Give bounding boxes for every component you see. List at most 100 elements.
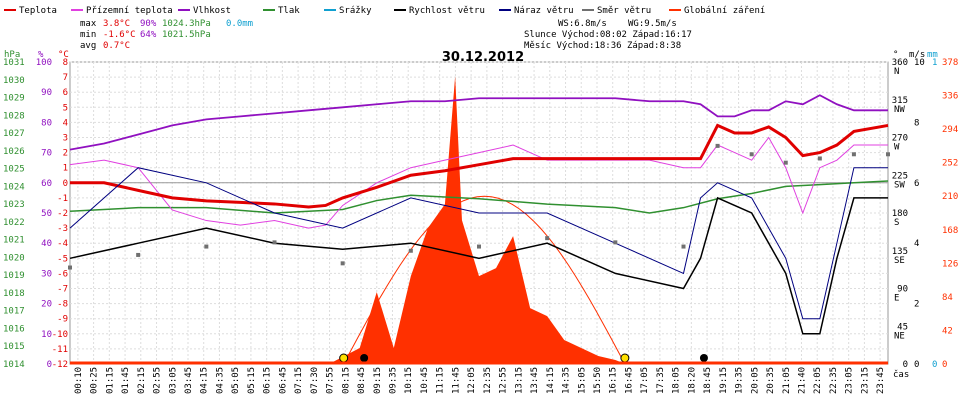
axis-ticks: 1031103010291028102710261025102410231022… [3,58,958,394]
info-ws: WS:6.8m/s [558,19,607,29]
wind-direction-point [136,252,141,257]
dir-letter-label: N [894,67,899,77]
info-sun: Slunce Východ:08:02 Západ:16:17 [524,30,692,40]
humidity-line [69,94,888,151]
hpa-tick-label: 1020 [3,253,25,263]
wind-direction-point [613,240,618,245]
x-tick-label: 10:45 [420,367,430,394]
x-tick-label: 09:15 [373,367,383,394]
rad-tick-label: 336 [942,92,958,102]
dir-letter-label: E [894,294,899,304]
x-tick-label: 08:15 [341,367,351,394]
pct-tick-label: 90 [41,88,52,98]
x-tick-label: 04:15 [200,367,210,394]
stats-block: max 3.8°C 90% 1024.3hPa 0.0mm min -1.6°C… [80,19,253,51]
temp-tick-label: 1 [63,164,68,174]
dir-letter-label: SE [894,256,905,266]
x-tick-label: 07:55 [326,367,336,394]
hpa-tick-label: 1025 [3,165,25,175]
x-tick-label: 06:15 [263,367,273,394]
dir-letter-label: NW [894,105,905,115]
pct-unit: % [38,50,44,60]
ws-unit: m/s [909,50,925,60]
ws-tick-label: 6 [914,179,919,189]
hpa-tick-label: 1019 [3,271,25,281]
stats-min-label: min [80,30,96,40]
radiation-max-curve [343,195,626,365]
wind-direction-point [817,156,822,161]
stats-max-temp: 3.8°C [103,19,130,29]
info-wg: WG:9.5m/s [628,19,677,29]
wind-direction-point [68,265,72,270]
x-tick-label: 07:15 [294,367,304,394]
x-tick-label: 16:15 [609,367,619,394]
wind-direction-point [477,244,481,249]
x-tick-label: 18:45 [703,367,713,394]
temp-unit: °C [58,50,69,60]
temp-tick-label: -8 [57,300,68,310]
hpa-tick-label: 1024 [3,182,25,192]
dir-tick-label: 270 [892,134,908,144]
x-tick-label: 03:05 [168,367,178,394]
dir-tick-label: 225 [892,171,908,181]
x-tick-label: 15:05 [577,367,587,394]
wind-direction-point [408,248,413,253]
legend-label: Rychlost větru [409,6,485,16]
temperature-line [70,123,889,209]
x-tick-label: 18:20 [687,367,697,394]
stats-max-rain: 0.0mm [226,19,253,29]
x-tick-label: 12:05 [467,367,477,394]
x-tick-label: 12:35 [483,367,493,394]
x-tick-label: 11:15 [436,367,446,394]
pct-tick-label: 40 [41,239,52,249]
chart-title: 30.12.2012 [442,50,524,65]
temp-tick-label: 4 [63,118,68,128]
ws-tick-label: 0 [914,360,919,370]
legend-label: Srážky [339,6,372,16]
x-tick-label: 04:35 [215,367,225,394]
hpa-tick-label: 1015 [3,342,25,352]
temp-tick-label: -2 [57,209,68,219]
pct-tick-label: 0 [47,360,52,370]
legend-label: Tlak [278,6,300,16]
hpa-tick-label: 1016 [3,324,25,334]
hpa-tick-label: 1027 [3,129,25,139]
x-tick-label: 02:55 [153,367,163,394]
pct-tick-label: 30 [41,269,52,279]
x-tick-label: 06:45 [278,367,288,394]
x-tick-label: 05:05 [231,367,241,394]
hpa-tick-label: 1026 [3,147,25,157]
temp-tick-label: -7 [57,285,68,295]
temp-tick-label: -10 [52,330,68,340]
x-tick-label: 09:35 [388,367,398,394]
x-tick-label: 13:15 [514,367,524,394]
temp-tick-label: -1 [57,194,68,204]
x-tick-label: 21:40 [797,367,807,394]
stats-avg-temp: 0.7°C [103,41,130,51]
x-tick-label: 14:15 [546,367,556,394]
rad-tick-label: 378 [942,58,958,68]
wind-direction-point [749,152,754,157]
pct-tick-label: 60 [41,179,52,189]
moonset-marker [360,354,369,362]
x-tick-label: 05:15 [247,367,257,394]
hpa-tick-label: 1031 [3,58,25,68]
temp-tick-label: -12 [52,360,68,370]
ws-tick-label: 2 [914,300,919,310]
stats-min-press: 1021.5hPa [162,30,211,40]
x-tick-label: 20:35 [766,367,776,394]
temp-tick-label: -9 [57,315,68,325]
hpa-tick-label: 1014 [3,360,25,370]
temp-tick-label: -5 [57,254,68,264]
pct-tick-label: 70 [41,149,52,159]
x-tick-label: 13:45 [530,367,540,394]
dir-tick-label: 180 [892,209,908,219]
stats-min-hum: 64% [140,30,157,40]
stats-avg-label: avg [80,41,96,51]
x-tick-label: 22:05 [813,367,823,394]
wind-direction-point [545,236,550,241]
x-tick-label: 20:05 [750,367,760,394]
hpa-tick-label: 1017 [3,307,25,317]
stats-max-press: 1024.3hPa [162,19,211,29]
